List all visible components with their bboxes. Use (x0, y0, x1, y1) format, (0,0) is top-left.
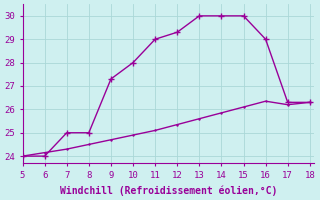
X-axis label: Windchill (Refroidissement éolien,°C): Windchill (Refroidissement éolien,°C) (60, 185, 277, 196)
